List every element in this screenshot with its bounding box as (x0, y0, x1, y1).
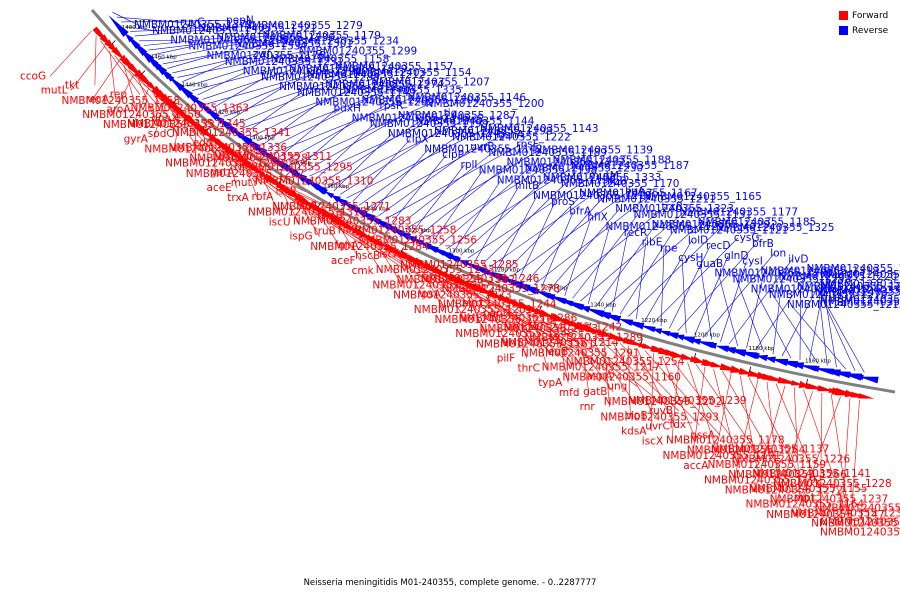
forward-gene-label: rbfA (252, 191, 275, 203)
forward-gene-label: iscU (269, 217, 291, 229)
legend-label-forward: Forward (852, 11, 888, 21)
label-leader-line (661, 248, 664, 326)
forward-gene-label: pilF (497, 353, 516, 365)
strand-legend: Forward Reverse (839, 8, 888, 38)
kbp-tick-label: 1220 kbp (641, 318, 667, 324)
forward-gene-label: trxA (227, 192, 249, 204)
forward-gene-arrow (858, 393, 874, 398)
forward-gene-label: mutY (231, 177, 259, 189)
label-leader-line (542, 212, 574, 288)
reverse-gene-label: ilvD (788, 253, 808, 265)
forward-gene-label: NMBM01240355_1148 (820, 527, 900, 539)
reverse-gene-label: glk (317, 51, 334, 63)
forward-gene-label: accA (683, 460, 709, 472)
forward-gene-label: mfd (559, 387, 580, 399)
reverse-gene-label: lon (770, 248, 786, 260)
forward-gene-label: cmk (352, 265, 375, 277)
reverse-gene-label: lipB (607, 176, 627, 188)
kbp-tick (142, 71, 145, 75)
kbp-tick-label: 1200 kbp (694, 333, 720, 339)
label-leader-line (182, 62, 228, 82)
label-leader-line (565, 217, 592, 295)
label-leader-line (636, 243, 645, 319)
kbp-tick (112, 41, 116, 44)
forward-gene-label: uvrC (645, 420, 670, 432)
reverse-gene-arrow (705, 343, 717, 349)
legend-label-reverse: Reverse (852, 26, 888, 36)
forward-swatch (839, 11, 848, 20)
reverse-gene-arrow (325, 191, 335, 198)
forward-gene-label: hscB (355, 250, 380, 262)
forward-gene-label: thrC (518, 363, 540, 375)
reverse-gene-label: rplI (461, 159, 478, 171)
label-leader-line (700, 264, 712, 340)
forward-gene-label: sodC (148, 128, 174, 140)
legend-item-reverse: Reverse (839, 23, 888, 38)
reverse-gene-label: NMBM01240355_1118 (820, 294, 900, 306)
kbp-tick (807, 379, 808, 384)
kbp-tick-label: 1180 kbp (749, 346, 775, 352)
map-caption: Neisseria meningitidis M01-240355, compl… (0, 578, 900, 588)
label-leader-line (50, 31, 92, 77)
reverse-gene-arrow (859, 377, 879, 384)
legend-item-forward: Forward (839, 8, 888, 23)
forward-gene-label: rnr (580, 401, 596, 413)
forward-gene-label: ung (607, 381, 627, 393)
kbp-tick-label: 1300 kbp (449, 248, 475, 254)
label-leader-line (95, 36, 96, 86)
forward-gene-label: truB (314, 226, 336, 238)
reverse-gene-label: rpe (660, 242, 677, 254)
kbp-tick-label: 1440 kbp (182, 83, 208, 89)
forward-gene-label: iscR (276, 186, 297, 198)
kbp-tick-label: 1240 kbp (590, 302, 616, 308)
kbp-tick-label: 1160 kbp (805, 358, 831, 364)
forward-gene-label: iscX (642, 436, 663, 448)
forward-gene-label: ccoG (20, 70, 46, 82)
gene-labels: ccoGtktrepmutLrecANMBM01240355_1363NMBM0… (20, 14, 900, 538)
reverse-swatch (839, 26, 848, 35)
label-leader-line (392, 155, 447, 223)
kbp-tick-label: 1460 kbp (151, 54, 177, 60)
